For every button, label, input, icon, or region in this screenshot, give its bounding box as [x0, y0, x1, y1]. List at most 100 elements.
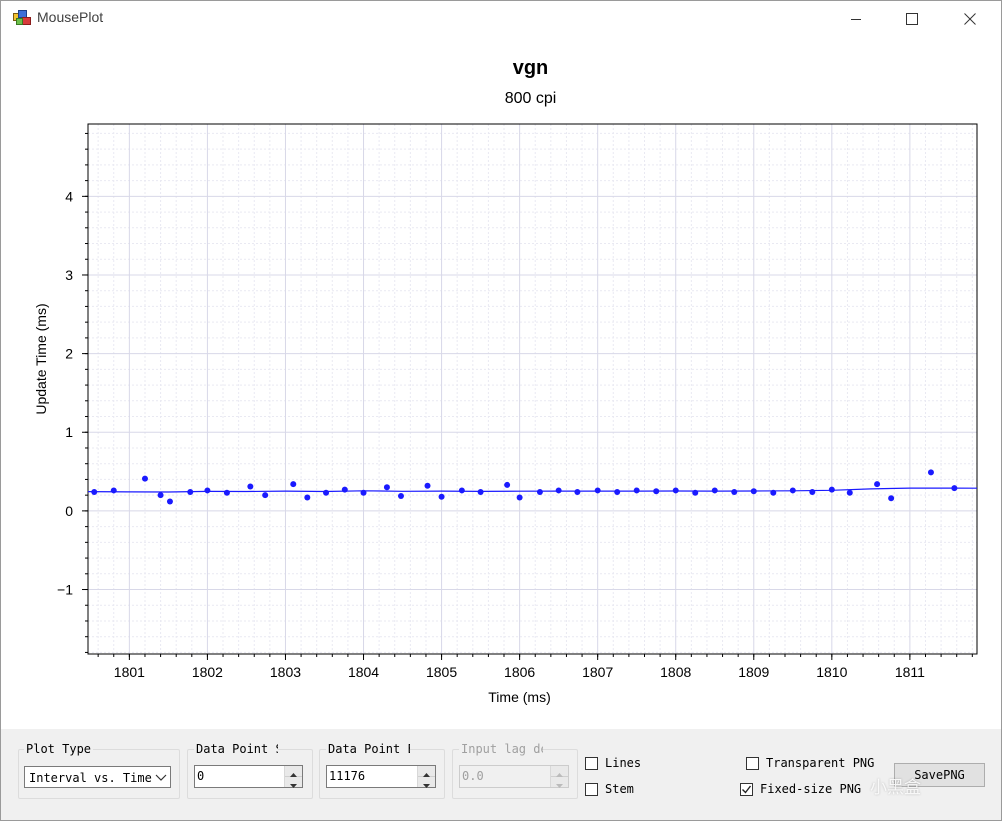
data-point [672, 487, 679, 494]
data-start-input[interactable]: 0 [194, 765, 303, 788]
data-point [770, 489, 777, 496]
maximize-icon [906, 13, 918, 25]
data-point [731, 489, 738, 496]
data-point [653, 488, 660, 495]
data-point [536, 489, 543, 496]
data-point [157, 492, 164, 499]
x-tick-label: 1806 [504, 664, 535, 680]
maximize-button[interactable] [889, 1, 935, 37]
save-png-button[interactable]: SavePNG [894, 763, 985, 787]
data-point [846, 489, 853, 496]
plot-type-value: Interval vs. Time [29, 771, 152, 785]
input-lag-input: 0.0 [459, 765, 569, 788]
data-point [874, 481, 881, 488]
data-end-value: 11176 [329, 769, 366, 783]
data-end-input[interactable]: 11176 [326, 765, 436, 788]
spin-down-button[interactable] [418, 777, 435, 788]
stem-checkbox[interactable]: Stem [585, 782, 634, 796]
transparent-png-checkbox[interactable]: Transparent PNG [746, 756, 874, 770]
data-point [141, 475, 148, 482]
caret-up-icon [423, 773, 430, 777]
data-point [110, 487, 117, 494]
data-point [304, 494, 311, 501]
x-tick-label: 1802 [192, 664, 223, 680]
x-tick-label: 1805 [426, 664, 457, 680]
data-point [574, 489, 581, 496]
data-point [888, 495, 895, 502]
plot-frame [87, 123, 978, 655]
plot-area[interactable]: vgn 800 cpi 1801 1802 1803 1804 1805 1806 1807 18… [1, 37, 1001, 729]
y-axis-label: Update Time (ms) [33, 303, 49, 414]
data-point [594, 487, 601, 494]
x-tick-label: 1807 [582, 664, 613, 680]
caret-up-icon [556, 773, 563, 777]
data-point [397, 492, 404, 499]
stem-checkbox-box[interactable] [585, 782, 598, 796]
y-tick-label: 0 [65, 503, 73, 519]
controls-panel: Plot Type Interval vs. Time Data Point S… [1, 729, 1001, 820]
plot-type-label: Plot Type [24, 743, 94, 756]
data-point [828, 486, 835, 493]
data-point [223, 489, 230, 496]
y-tick-label: 1 [65, 424, 73, 440]
data-point [555, 487, 562, 494]
data-point [750, 488, 757, 495]
minimize-button[interactable] [833, 1, 879, 37]
close-button[interactable] [947, 1, 993, 37]
data-point [458, 487, 465, 494]
data-point [711, 487, 718, 494]
x-tick-label: 1804 [348, 664, 379, 680]
combo-arrow[interactable] [152, 767, 170, 787]
data-point [789, 487, 796, 494]
window-title: MousePlot [37, 9, 104, 25]
spin-down-button[interactable] [285, 777, 302, 788]
data-end-spinner[interactable] [417, 766, 435, 788]
data-end-label: Data Point End [326, 743, 410, 756]
input-lag-value: 0.0 [462, 769, 484, 783]
lines-checkbox-box[interactable] [585, 756, 598, 770]
stem-label: Stem [605, 782, 634, 796]
chart-title: vgn [513, 57, 549, 79]
checkmark-icon [742, 785, 752, 794]
data-point [290, 481, 297, 488]
fixed-size-png-checkbox-box[interactable] [740, 782, 753, 796]
data-point [204, 487, 211, 494]
data-point [477, 489, 484, 496]
y-tick-label: −1 [57, 582, 73, 598]
input-lag-spinner [550, 766, 568, 788]
spin-up-button[interactable] [285, 766, 302, 777]
data-start-spinner[interactable] [284, 766, 302, 788]
y-tick-label: 2 [65, 346, 73, 362]
data-point [341, 486, 348, 493]
data-point [809, 489, 816, 496]
caret-down-icon [423, 784, 430, 788]
input-lag-label: Input lag delay [459, 743, 543, 756]
x-tick-label: 1809 [738, 664, 769, 680]
lines-label: Lines [605, 756, 642, 770]
caret-down-icon [290, 784, 297, 788]
data-point [424, 482, 431, 489]
data-point [951, 485, 958, 492]
chevron-down-icon [155, 774, 167, 781]
transparent-png-checkbox-box[interactable] [746, 756, 759, 770]
lines-checkbox[interactable]: Lines [585, 756, 641, 770]
fixed-size-png-checkbox[interactable]: Fixed-size PNG [740, 782, 861, 796]
y-tick-label: 4 [65, 188, 73, 204]
data-point [504, 481, 511, 488]
transparent-png-label: Transparent PNG [766, 756, 875, 770]
x-axis-label: Time (ms) [488, 689, 550, 705]
data-point [516, 494, 523, 501]
y-tick-label: 3 [65, 267, 73, 283]
data-point [247, 483, 254, 490]
scatter-chart[interactable]: vgn 800 cpi 1801 1802 1803 1804 1805 1806 1807 18… [1, 37, 1001, 729]
title-bar[interactable]: MousePlot [1, 1, 1001, 37]
chart-subtitle: 800 cpi [505, 90, 557, 107]
spin-down-button [551, 777, 568, 788]
data-start-value: 0 [197, 769, 205, 783]
caret-down-icon [556, 784, 563, 788]
data-point [438, 493, 445, 500]
plot-type-select[interactable]: Interval vs. Time [24, 766, 171, 788]
x-tick-label: 1811 [895, 664, 925, 680]
spin-up-button[interactable] [418, 766, 435, 777]
plot-type-group [18, 749, 180, 799]
